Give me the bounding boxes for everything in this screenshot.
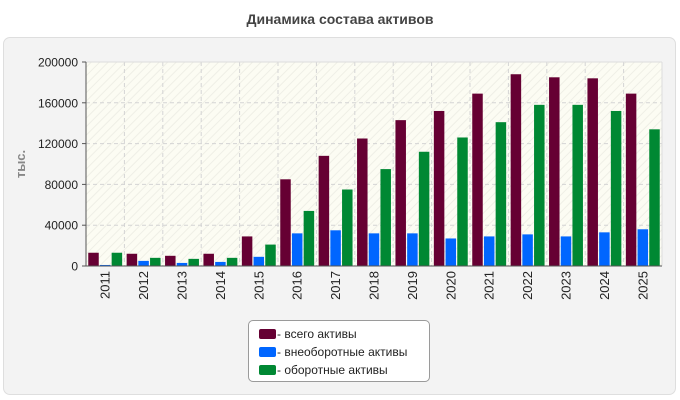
bar [407, 233, 418, 266]
bar [203, 253, 214, 266]
legend-item: - всего активы [249, 325, 429, 343]
bar [549, 77, 560, 266]
x-tick-label: 2016 [290, 271, 305, 300]
bar [99, 264, 111, 266]
bar [457, 137, 468, 266]
x-tick-label: 2025 [635, 271, 650, 300]
x-tick-label: 2015 [251, 271, 266, 300]
x-tick-labels: 2011 2012 2013 2014 2015 2016 2017 2018 2019 2020… [98, 271, 651, 300]
y-tick-label: 160000 [38, 96, 78, 110]
bars [88, 74, 660, 267]
plot-area [86, 62, 662, 266]
x-tick-label: 2014 [213, 271, 228, 300]
legend-item: - внеоборотные активы [249, 343, 429, 361]
bar [241, 236, 253, 266]
bar [188, 258, 199, 266]
bar [522, 234, 533, 266]
x-tick-label: 2024 [597, 271, 612, 300]
grid-lines [82, 61, 663, 267]
bar [318, 155, 330, 266]
bar [534, 104, 545, 266]
bar [342, 189, 353, 266]
legend-swatch [259, 347, 276, 357]
y-tick-label: 80000 [45, 178, 79, 192]
x-tick-label: 2018 [367, 271, 382, 300]
bar [433, 110, 445, 267]
legend-label: - внеоборотные активы [277, 345, 408, 359]
bar [88, 252, 99, 266]
axes [85, 62, 662, 267]
x-tick-label: 2020 [443, 271, 458, 300]
bar [226, 257, 238, 266]
bar [445, 238, 457, 266]
bar [610, 110, 622, 267]
x-tick-label: 2021 [482, 271, 497, 300]
bar [253, 256, 265, 266]
bar [495, 122, 507, 267]
x-tick-label: 2023 [559, 271, 574, 300]
y-tick-label: 120000 [38, 137, 78, 151]
bar [111, 252, 123, 266]
bar [165, 255, 176, 266]
bar [587, 78, 598, 266]
y-tick-label: 0 [71, 260, 78, 274]
bar [280, 179, 291, 266]
legend-swatch [259, 329, 276, 339]
bar [368, 233, 380, 266]
bar [357, 138, 368, 266]
bar [649, 129, 660, 266]
bar [572, 104, 583, 266]
bar [138, 260, 149, 266]
chart-title: Динамика состава активов [246, 11, 434, 27]
legend-label: - всего активы [277, 327, 357, 341]
bar [483, 236, 495, 266]
bar [637, 229, 649, 266]
x-tick-label: 2011 [98, 271, 113, 299]
bar [126, 253, 138, 266]
bar [176, 262, 188, 266]
y-axis-label: тыс. [13, 150, 28, 178]
y-tick-labels: 0 40000 80000 120000 160000 200000 [38, 56, 78, 274]
bar [215, 261, 226, 266]
y-tick-label: 200000 [38, 56, 78, 70]
bar [625, 93, 637, 267]
bar [291, 233, 303, 266]
bar [472, 93, 483, 267]
legend-label: - оборотные активы [277, 363, 388, 377]
y-tick-label: 40000 [45, 219, 79, 233]
x-tick-label: 2019 [405, 271, 420, 300]
bar [303, 210, 315, 266]
bar [380, 169, 391, 266]
legend-swatch [259, 365, 276, 375]
legend-item: - оборотные активы [249, 361, 429, 379]
x-tick-label: 2017 [328, 271, 343, 300]
bar [510, 74, 522, 267]
x-tick-label: 2022 [520, 271, 535, 300]
bar [330, 230, 341, 266]
bar [150, 257, 161, 266]
bar [599, 232, 610, 266]
legend: - всего активы - внеоборотные активы - обо… [248, 320, 430, 382]
bar [395, 120, 406, 266]
x-tick-label: 2013 [175, 271, 190, 300]
x-tick-label: 2012 [136, 271, 151, 300]
bar [418, 151, 430, 266]
bar [265, 244, 276, 266]
bar [560, 236, 572, 266]
